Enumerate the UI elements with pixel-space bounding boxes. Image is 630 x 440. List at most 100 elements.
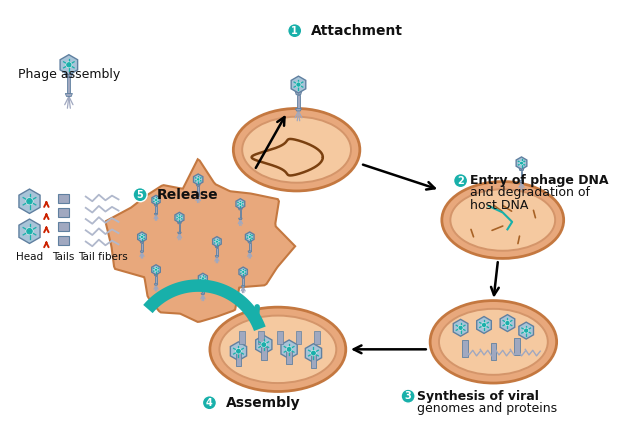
Circle shape [133,188,147,202]
Polygon shape [155,206,157,213]
Circle shape [66,62,72,68]
Polygon shape [19,189,40,213]
Polygon shape [155,275,157,284]
Polygon shape [246,232,254,242]
Ellipse shape [439,309,548,375]
Circle shape [286,347,292,352]
Polygon shape [197,194,200,196]
Polygon shape [213,237,221,246]
Polygon shape [295,109,301,111]
Circle shape [520,161,524,165]
Polygon shape [140,251,144,253]
Polygon shape [236,199,244,209]
Circle shape [248,235,251,238]
Text: 4: 4 [206,398,213,408]
Circle shape [202,277,204,280]
Circle shape [26,227,33,235]
Polygon shape [519,168,524,171]
Polygon shape [249,243,251,251]
Polygon shape [297,95,300,109]
Polygon shape [60,55,77,75]
Ellipse shape [219,315,336,383]
Polygon shape [258,330,264,344]
Polygon shape [239,330,245,344]
Ellipse shape [442,182,564,258]
Circle shape [261,342,266,348]
Text: genomes and proteins: genomes and proteins [418,402,558,415]
Polygon shape [57,194,69,203]
Circle shape [454,174,467,188]
Circle shape [481,323,486,327]
Circle shape [288,24,302,38]
Text: Phage assembly: Phage assembly [18,68,120,81]
Polygon shape [215,256,219,257]
Polygon shape [179,224,180,232]
Circle shape [458,325,463,330]
Polygon shape [291,76,306,93]
Polygon shape [311,355,316,368]
Polygon shape [243,278,244,286]
Circle shape [154,268,158,271]
Circle shape [296,82,301,87]
Polygon shape [196,183,200,186]
Circle shape [236,348,241,354]
Polygon shape [152,265,160,275]
Ellipse shape [450,189,555,251]
Polygon shape [241,286,245,287]
Circle shape [239,202,242,205]
Polygon shape [236,353,241,366]
Circle shape [524,328,529,333]
Polygon shape [177,221,181,224]
Ellipse shape [242,117,351,183]
Circle shape [26,198,33,205]
Text: 1: 1 [291,26,298,36]
Polygon shape [154,284,158,285]
Text: 2: 2 [457,176,464,186]
Text: Entry of phage DNA: Entry of phage DNA [470,174,609,187]
Polygon shape [453,319,468,336]
Polygon shape [216,248,218,256]
Polygon shape [197,186,199,194]
Polygon shape [66,93,72,96]
Polygon shape [462,340,468,357]
Polygon shape [491,343,496,359]
Polygon shape [154,273,158,275]
Polygon shape [138,232,146,242]
Circle shape [154,198,158,202]
Polygon shape [520,171,522,181]
Circle shape [178,216,181,219]
Polygon shape [19,219,40,243]
Text: Head: Head [16,252,43,262]
Polygon shape [201,282,205,285]
Polygon shape [295,330,301,344]
Polygon shape [198,273,207,284]
Polygon shape [152,195,160,205]
Polygon shape [215,245,219,248]
Text: 5: 5 [137,190,144,200]
Ellipse shape [233,109,360,191]
Polygon shape [67,77,71,93]
Circle shape [505,321,510,326]
Text: Synthesis of viral: Synthesis of viral [418,390,539,403]
Polygon shape [477,316,491,334]
Polygon shape [516,157,527,169]
Polygon shape [248,251,251,253]
Polygon shape [57,208,69,217]
Text: Attachment: Attachment [311,24,403,38]
Text: host DNA: host DNA [470,198,529,212]
Polygon shape [202,285,203,293]
Circle shape [140,235,144,238]
Circle shape [242,271,244,273]
Text: Release: Release [156,188,218,202]
Polygon shape [231,342,246,360]
Polygon shape [514,338,520,355]
Text: 3: 3 [404,391,411,401]
Polygon shape [519,181,524,183]
Polygon shape [141,243,143,251]
Text: Tails: Tails [52,252,74,262]
Polygon shape [277,330,282,344]
Polygon shape [175,213,184,223]
Text: Tail fibers: Tail fibers [77,252,127,262]
Text: Assembly: Assembly [226,396,301,410]
Polygon shape [193,174,203,185]
